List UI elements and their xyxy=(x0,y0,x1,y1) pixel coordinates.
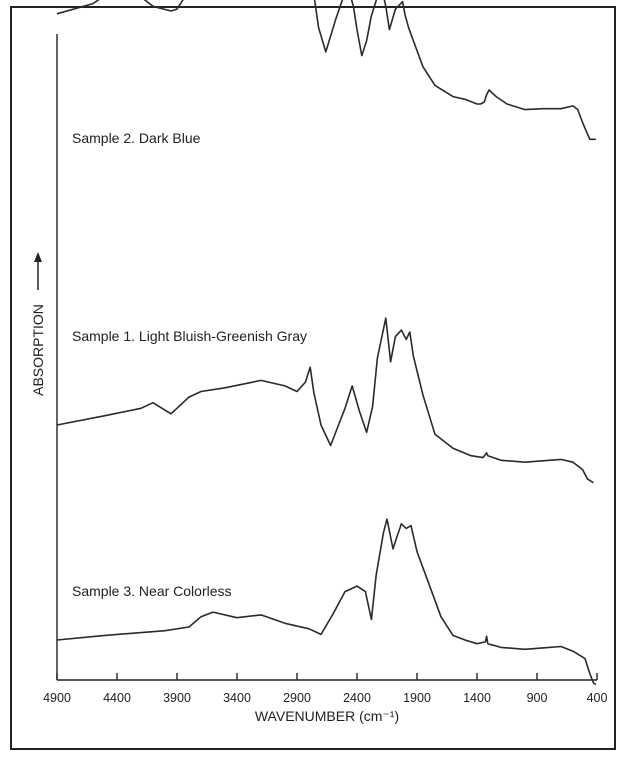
x-tick-label: 4900 xyxy=(43,691,71,705)
x-tick-label: 2400 xyxy=(343,691,371,705)
x-tick-label: 400 xyxy=(587,691,608,705)
x-axis-title: WAVENUMBER (cm⁻¹) xyxy=(255,708,399,724)
x-tick-label: 4400 xyxy=(103,691,131,705)
x-tick-label: 1400 xyxy=(463,691,491,705)
series-label: Sample 1. Light Bluish-Greenish Gray xyxy=(72,328,307,344)
spectrum-trace xyxy=(56,0,596,141)
x-tick-label: 1900 xyxy=(403,691,431,705)
axes xyxy=(56,34,597,681)
x-ticks: 4900 4400 3900 3400 2900 2400 1900 1400 900 400 xyxy=(43,673,607,705)
spectra xyxy=(56,0,597,686)
x-tick-label: 900 xyxy=(527,691,548,705)
up-arrow-head-icon xyxy=(34,252,42,262)
series-label: Sample 3. Near Colorless xyxy=(72,583,232,599)
x-tick-label: 2900 xyxy=(283,691,311,705)
series-labels: Sample 2. Dark Blue Sample 1. Light Bluis… xyxy=(72,130,307,599)
series-label: Sample 2. Dark Blue xyxy=(72,130,201,146)
spectrum-trace xyxy=(56,518,597,686)
x-tick-label: 3400 xyxy=(223,691,251,705)
y-axis-title: ABSORPTION xyxy=(30,304,46,396)
spectrum-trace xyxy=(56,317,594,484)
y-axis-title-group: ABSORPTION xyxy=(30,252,46,396)
chart-frame xyxy=(10,6,616,750)
x-tick-label: 3900 xyxy=(163,691,191,705)
